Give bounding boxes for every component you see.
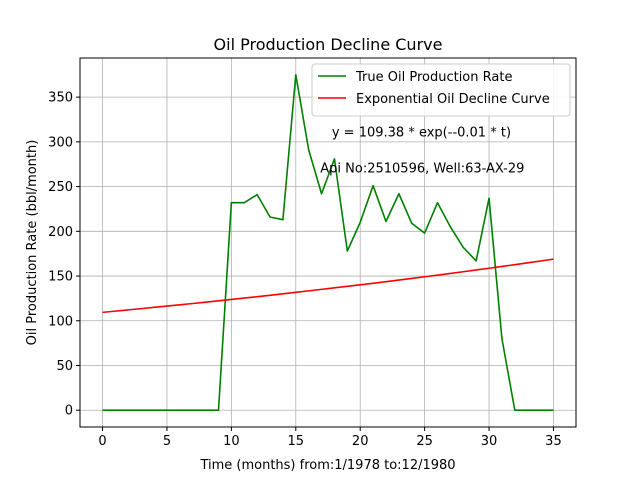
- x-tick-label: 30: [481, 434, 498, 449]
- x-tick-label: 10: [223, 434, 240, 449]
- x-tick-label: 5: [163, 434, 171, 449]
- y-tick-label: 150: [48, 270, 73, 285]
- legend-label-decline-curve: Exponential Oil Decline Curve: [356, 92, 550, 107]
- series-line-true-rate: [102, 73, 554, 412]
- y-tick-label: 100: [48, 314, 73, 329]
- legend-label-true-rate: True Oil Production Rate: [355, 70, 512, 85]
- annotation-well-id: Api No:2510596, Well:63-AX-29: [320, 161, 524, 176]
- x-tick-label: 0: [98, 434, 106, 449]
- x-axis-label: Time (months) from:1/1978 to:12/1980: [199, 458, 455, 473]
- y-tick-label: 0: [65, 404, 73, 419]
- series-line-decline-curve: [102, 258, 554, 314]
- x-tick-label: 15: [288, 434, 305, 449]
- y-tick-label: 250: [48, 180, 73, 195]
- y-tick-label: 200: [48, 225, 73, 240]
- y-axis-label: Oil Production Rate (bbl/month): [25, 140, 40, 346]
- chart-title: Oil Production Decline Curve: [214, 35, 443, 54]
- x-tick-label: 20: [352, 434, 369, 449]
- y-tick-label: 350: [48, 91, 73, 106]
- y-tick-label: 50: [56, 359, 73, 374]
- plot-frame: [79, 57, 577, 428]
- legend: True Oil Production Rate Exponential Oil…: [311, 63, 571, 117]
- series-layer: [102, 73, 554, 412]
- legend-box: [311, 63, 571, 117]
- y-tick-label: 300: [48, 135, 73, 150]
- annotation-layer: y = 109.38 * exp(--0.01 * t) Api No:25105…: [320, 125, 524, 176]
- annotation-equation: y = 109.38 * exp(--0.01 * t): [332, 125, 511, 140]
- x-tick-label: 25: [416, 434, 433, 449]
- x-tick-label: 35: [545, 434, 562, 449]
